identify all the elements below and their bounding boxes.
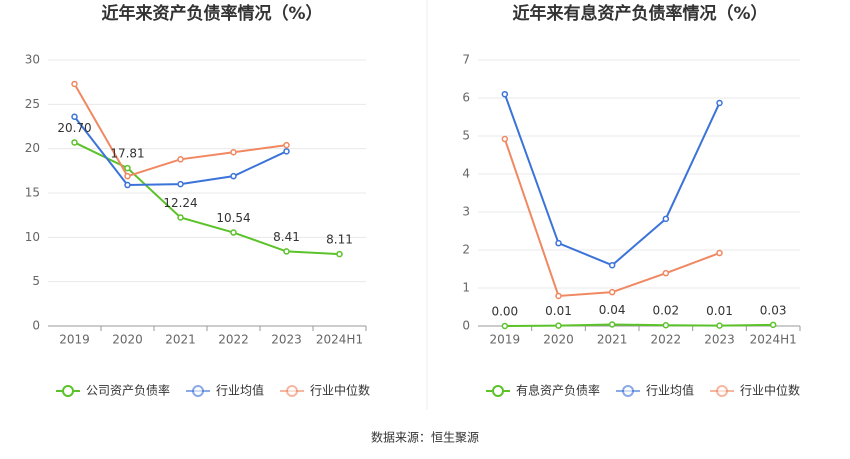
y-tick-label: 2 xyxy=(462,243,470,257)
legend-label: 行业均值 xyxy=(646,383,694,398)
y-tick-label: 4 xyxy=(462,167,470,181)
data-point xyxy=(555,239,562,247)
x-tick-label: 2023 xyxy=(271,333,302,347)
y-tick-label: 0 xyxy=(32,319,40,333)
data-point xyxy=(71,113,78,120)
data-label: 8.41 xyxy=(273,230,300,244)
legend-swatch xyxy=(286,385,299,397)
data-point xyxy=(177,214,184,221)
data-point xyxy=(555,292,562,300)
data-point xyxy=(177,180,184,188)
y-tick-label: 3 xyxy=(462,205,470,219)
y-tick-label: 30 xyxy=(25,53,40,67)
legend-label: 公司资产负债率 xyxy=(86,383,170,398)
y-tick-label: 0 xyxy=(462,319,470,333)
data-point xyxy=(716,99,723,107)
data-point xyxy=(124,164,131,172)
y-tick-label: 5 xyxy=(462,129,470,143)
data-point xyxy=(555,322,562,329)
legend-swatch xyxy=(62,385,74,397)
data-point xyxy=(608,261,616,269)
x-tick-label: 2019 xyxy=(59,333,90,347)
y-tick-label: 1 xyxy=(462,281,470,295)
data-point xyxy=(230,172,237,180)
x-tick-label: 2024H1 xyxy=(316,333,363,347)
data-point xyxy=(230,148,237,156)
legend-swatch xyxy=(492,385,504,397)
data-label: 10.54 xyxy=(216,211,250,225)
legend-label: 行业中位数 xyxy=(310,383,370,398)
series-line xyxy=(73,116,287,187)
data-point xyxy=(662,215,670,223)
data-point xyxy=(662,321,670,329)
y-tick-label: 7 xyxy=(462,53,470,67)
chart-title: 近年来资产负债率情况（%） xyxy=(101,3,322,24)
series-line xyxy=(74,141,340,256)
x-tick-label: 2022 xyxy=(651,333,682,347)
legend-label: 行业中位数 xyxy=(740,383,800,398)
data-label: 0.01 xyxy=(706,304,733,318)
data-point xyxy=(716,249,723,257)
data-point xyxy=(283,141,290,149)
data-label: 0.02 xyxy=(652,304,679,318)
series-line xyxy=(503,93,721,267)
x-tick-label: 2019 xyxy=(490,333,521,347)
y-tick-label: 15 xyxy=(25,186,40,200)
data-label: 17.81 xyxy=(110,147,144,161)
data-point xyxy=(124,181,131,189)
legend-label: 有息资产负债率 xyxy=(516,383,600,398)
data-point xyxy=(769,321,777,329)
data-point xyxy=(71,80,78,88)
data-label: 0.00 xyxy=(491,305,518,319)
data-point xyxy=(71,139,78,146)
y-tick-label: 6 xyxy=(462,91,470,105)
y-tick-label: 20 xyxy=(25,141,40,155)
data-point xyxy=(501,322,509,330)
x-tick-label: 2023 xyxy=(704,333,735,347)
data-label: 0.01 xyxy=(545,304,572,318)
y-tick-label: 5 xyxy=(32,274,40,288)
data-point xyxy=(230,229,237,236)
series-line xyxy=(504,323,774,327)
data-point xyxy=(716,322,723,329)
data-label: 12.24 xyxy=(163,196,197,210)
y-tick-label: 25 xyxy=(25,97,40,111)
legend-swatch xyxy=(192,385,205,397)
data-point xyxy=(501,135,509,143)
data-point xyxy=(501,90,509,98)
data-label: 0.03 xyxy=(760,303,787,317)
x-tick-label: 2021 xyxy=(597,333,628,347)
chart-title: 近年来有息资产负债率情况（%） xyxy=(512,3,767,24)
x-tick-label: 2022 xyxy=(218,333,249,347)
data-label: 20.70 xyxy=(57,121,91,135)
source-note: 数据来源：恒生聚源 xyxy=(371,430,479,445)
data-label: 8.11 xyxy=(326,233,353,247)
x-tick-label: 2021 xyxy=(165,333,196,347)
series-line xyxy=(503,138,720,298)
legend-label: 行业均值 xyxy=(216,383,264,398)
data-label: 0.04 xyxy=(599,303,626,317)
legend-swatch xyxy=(622,385,635,397)
data-point xyxy=(608,288,616,296)
data-point xyxy=(283,148,290,155)
data-point xyxy=(124,172,131,180)
x-tick-label: 2020 xyxy=(543,333,574,347)
x-tick-label: 2020 xyxy=(112,333,143,347)
data-point xyxy=(336,250,343,258)
x-tick-label: 2024H1 xyxy=(750,333,797,347)
data-point xyxy=(662,269,670,277)
legend-swatch xyxy=(716,385,729,397)
data-point xyxy=(177,156,184,163)
data-point xyxy=(283,248,290,255)
data-point xyxy=(608,321,616,328)
y-tick-label: 10 xyxy=(25,230,40,244)
